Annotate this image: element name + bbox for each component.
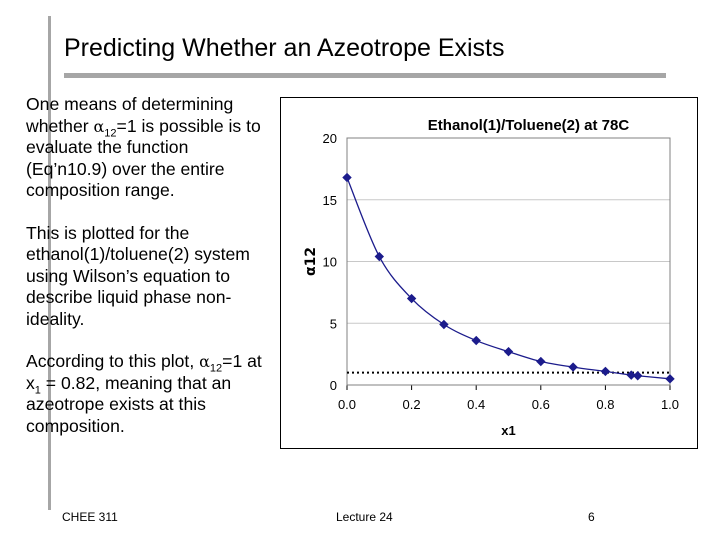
x-tick-label: 0.6 bbox=[532, 397, 550, 412]
data-point bbox=[626, 370, 636, 380]
slide-title: Predicting Whether an Azeotrope Exists bbox=[64, 34, 505, 62]
subscript: 12 bbox=[209, 362, 223, 375]
data-point bbox=[536, 356, 546, 367]
footer-course: CHEE 311 bbox=[62, 510, 118, 524]
data-point bbox=[342, 172, 352, 183]
data-point bbox=[471, 335, 481, 346]
footer-lecture: Lecture 24 bbox=[336, 510, 393, 524]
accent-vertical-bar bbox=[48, 16, 51, 510]
paragraph-3: According to this plot, α12=1 at x1 = 0.… bbox=[26, 351, 262, 436]
x-axis-label: x1 bbox=[501, 423, 515, 438]
y-axis-label: α12 bbox=[303, 247, 319, 276]
body-text: One means of determining whether α12=1 i… bbox=[26, 94, 272, 458]
data-point bbox=[439, 319, 449, 330]
title-underline bbox=[64, 73, 666, 78]
paragraph-2: This is plotted for the ethanol(1)/tolue… bbox=[26, 222, 250, 329]
data-point bbox=[665, 374, 675, 384]
alpha-symbol: α bbox=[199, 352, 210, 371]
data-point bbox=[600, 366, 611, 377]
plot-area bbox=[346, 137, 671, 386]
data-point bbox=[503, 346, 514, 357]
subscript: 1 bbox=[34, 384, 41, 397]
paragraph-1: One means of determining whether α12=1 i… bbox=[26, 94, 261, 200]
alpha-symbol: α bbox=[93, 116, 105, 136]
data-point bbox=[568, 362, 578, 372]
data-point bbox=[406, 293, 417, 304]
chart-title: Ethanol(1)/Toluene(2) at 78C bbox=[428, 117, 630, 134]
y-tick-label: 0 bbox=[330, 378, 337, 393]
y-tick-label: 20 bbox=[323, 131, 337, 146]
y-tick-label: 10 bbox=[323, 255, 337, 270]
x-tick-label: 0.2 bbox=[403, 397, 421, 412]
chart-container: 0 5 10 15 20 0.0 0.2 0.4 0.6 0.8 1.0 Ethanol(1)/Tol… bbox=[280, 97, 698, 449]
alpha12-chart: 0 5 10 15 20 0.0 0.2 0.4 0.6 0.8 1.0 Ethanol(1)/Tol… bbox=[303, 117, 679, 438]
y-tick-label: 15 bbox=[323, 193, 337, 208]
footer-page-number: 6 bbox=[588, 510, 595, 524]
x-tick-label: 1.0 bbox=[661, 397, 679, 412]
x-tick-label: 0.8 bbox=[596, 397, 614, 412]
data-point bbox=[374, 251, 385, 262]
subscript: 12 bbox=[104, 127, 117, 140]
data-point bbox=[632, 371, 643, 381]
x-tick-label: 0.4 bbox=[467, 397, 485, 412]
x-tick-label: 0.0 bbox=[338, 397, 356, 412]
y-tick-label: 5 bbox=[330, 316, 337, 331]
